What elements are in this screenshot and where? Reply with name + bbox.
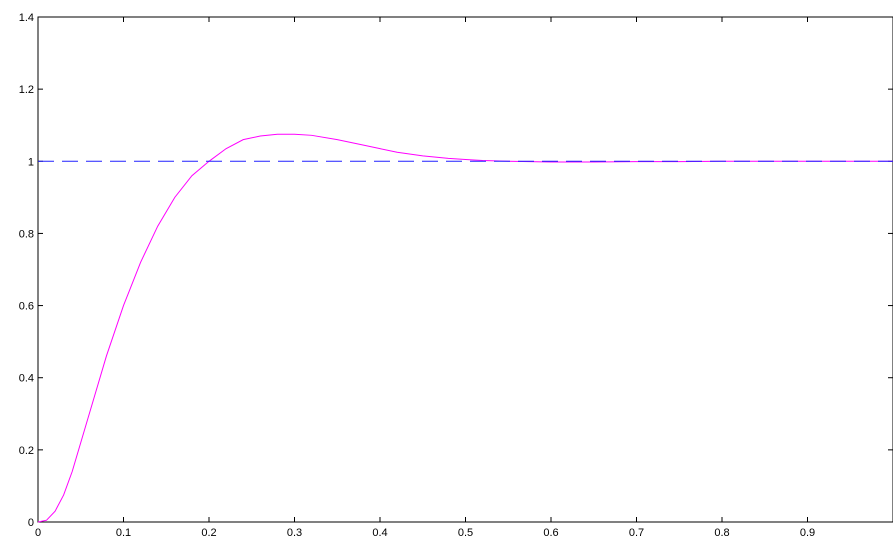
x-tick-label: 0.3 [287,527,302,539]
y-tick-label: 0 [28,517,34,529]
x-tick-label: 0.1 [116,527,131,539]
x-tick-label: 0.9 [800,527,815,539]
y-tick-label: 1 [28,156,34,168]
y-tick-label: 1.2 [19,84,34,96]
y-tick-label: 0.6 [19,301,34,313]
x-tick-label: 0.6 [543,527,558,539]
x-tick-label: 0 [35,527,41,539]
y-tick-label: 0.4 [19,373,34,385]
x-tick-label: 0.4 [372,527,387,539]
y-tick-label: 0.8 [19,228,34,240]
x-tick-label: 0.7 [629,527,644,539]
x-tick-label: 0.8 [714,527,729,539]
y-tick-label: 0.2 [19,445,34,457]
x-tick-label: 0.5 [458,527,473,539]
y-tick-label: 1.4 [19,12,34,24]
x-tick-label: 0.2 [201,527,216,539]
plot-area [37,16,893,523]
tick-marks [37,16,893,523]
tick-labels: 0 0.1 0.2 0.3 0.4 0.5 0.6 0.7 0.8 0.9 0 0.2 0.4 0.6 0.… [19,12,815,539]
series-group [37,133,893,523]
